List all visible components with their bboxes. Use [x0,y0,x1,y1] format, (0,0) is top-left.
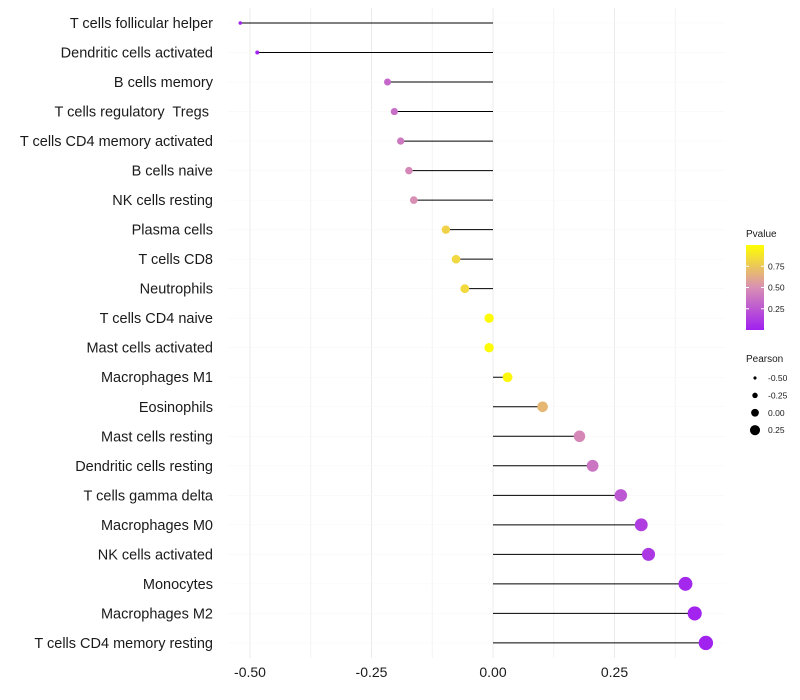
category-label: B cells memory [114,75,214,91]
category-label: T cells follicular helper [70,16,213,32]
category-label: Mast cells activated [86,341,213,357]
lollipop-point [678,576,693,591]
colorbar-tick-label: 0.75 [768,261,785,271]
category-label: T cells CD4 naive [100,311,213,327]
lollipop-point [441,225,451,234]
category-label: T cells CD8 [138,252,213,268]
category-label: T cells CD4 memory resting [34,636,213,652]
category-label: B cells naive [132,164,213,180]
size-legend-dot [751,408,759,417]
lollipop-point [484,313,494,323]
lollipop-point [537,401,548,413]
size-legend-dot [752,392,758,399]
lollipop-points [238,21,714,651]
size-legend-label: -0.25 [768,390,788,400]
lollipop-point [405,166,413,175]
size-legend-dot [753,376,757,380]
category-label: NK cells resting [112,193,213,209]
lollipop-point [614,489,628,502]
lollipop-point [460,284,470,294]
lollipop-point [451,254,461,264]
lollipop-point [238,21,243,25]
lollipop-point [409,196,418,204]
lollipop-point [687,606,702,621]
category-label: Macrophages M2 [101,606,213,622]
category-label: T cells regulatory Tregs [55,105,214,121]
lollipop-point [641,547,656,561]
lollipop-point [397,137,405,145]
category-label: Dendritic cells activated [61,46,213,62]
lollipop-stems [240,22,706,644]
pvalue-colorbar-ticks: 0.75 0.50 0.25 [746,261,785,314]
x-tick-label: -0.25 [356,664,388,680]
category-label: Dendritic cells resting [75,459,213,475]
category-label: Macrophages M1 [101,370,213,386]
category-label: Plasma cells [132,223,213,239]
lollipop-point [484,343,494,353]
pearson-legend-items: -0.50 -0.25 0.00 0.25 [749,373,788,436]
category-label: Eosinophils [139,400,213,416]
colorbar-tick-label: 0.50 [768,283,785,293]
category-label: Macrophages M0 [101,518,213,534]
x-axis-tick-labels: -0.50 -0.25 0.00 0.25 [234,664,628,680]
category-label: T cells gamma delta [84,488,214,504]
category-label: Monocytes [143,577,213,593]
lollipop-point [384,78,392,86]
size-legend-label: 0.25 [768,425,785,435]
x-tick-label: -0.50 [234,664,266,680]
size-legend-dot [749,425,761,436]
pearson-legend: Pearson -0.50 -0.25 0.00 0.25 [746,354,788,436]
pvalue-legend-title: Pvalue [746,229,777,240]
lollipop-point [255,50,260,55]
pvalue-legend: Pvalue 0.75 0.50 0.25 [746,229,785,330]
category-label: Mast cells resting [101,429,213,445]
category-labels: T cells follicular helper Dendritic cells… [20,16,214,652]
pearson-legend-title: Pearson [746,354,783,365]
lollipop-point [390,107,398,116]
lollipop-point [634,518,648,532]
pvalue-colorbar [746,245,764,330]
category-label: Neutrophils [140,282,213,298]
lollipop-point [573,430,586,443]
colorbar-tick-label: 0.25 [768,304,785,314]
lollipop-point [586,459,599,472]
category-label: T cells CD4 memory activated [20,134,213,150]
size-legend-label: 0.00 [768,408,785,418]
category-label: NK cells activated [98,547,213,563]
lollipop-point [698,635,714,651]
x-tick-label: 0.00 [479,664,506,680]
lollipop-point [502,372,513,383]
size-legend-label: -0.50 [768,373,788,383]
x-tick-label: 0.25 [601,664,628,680]
